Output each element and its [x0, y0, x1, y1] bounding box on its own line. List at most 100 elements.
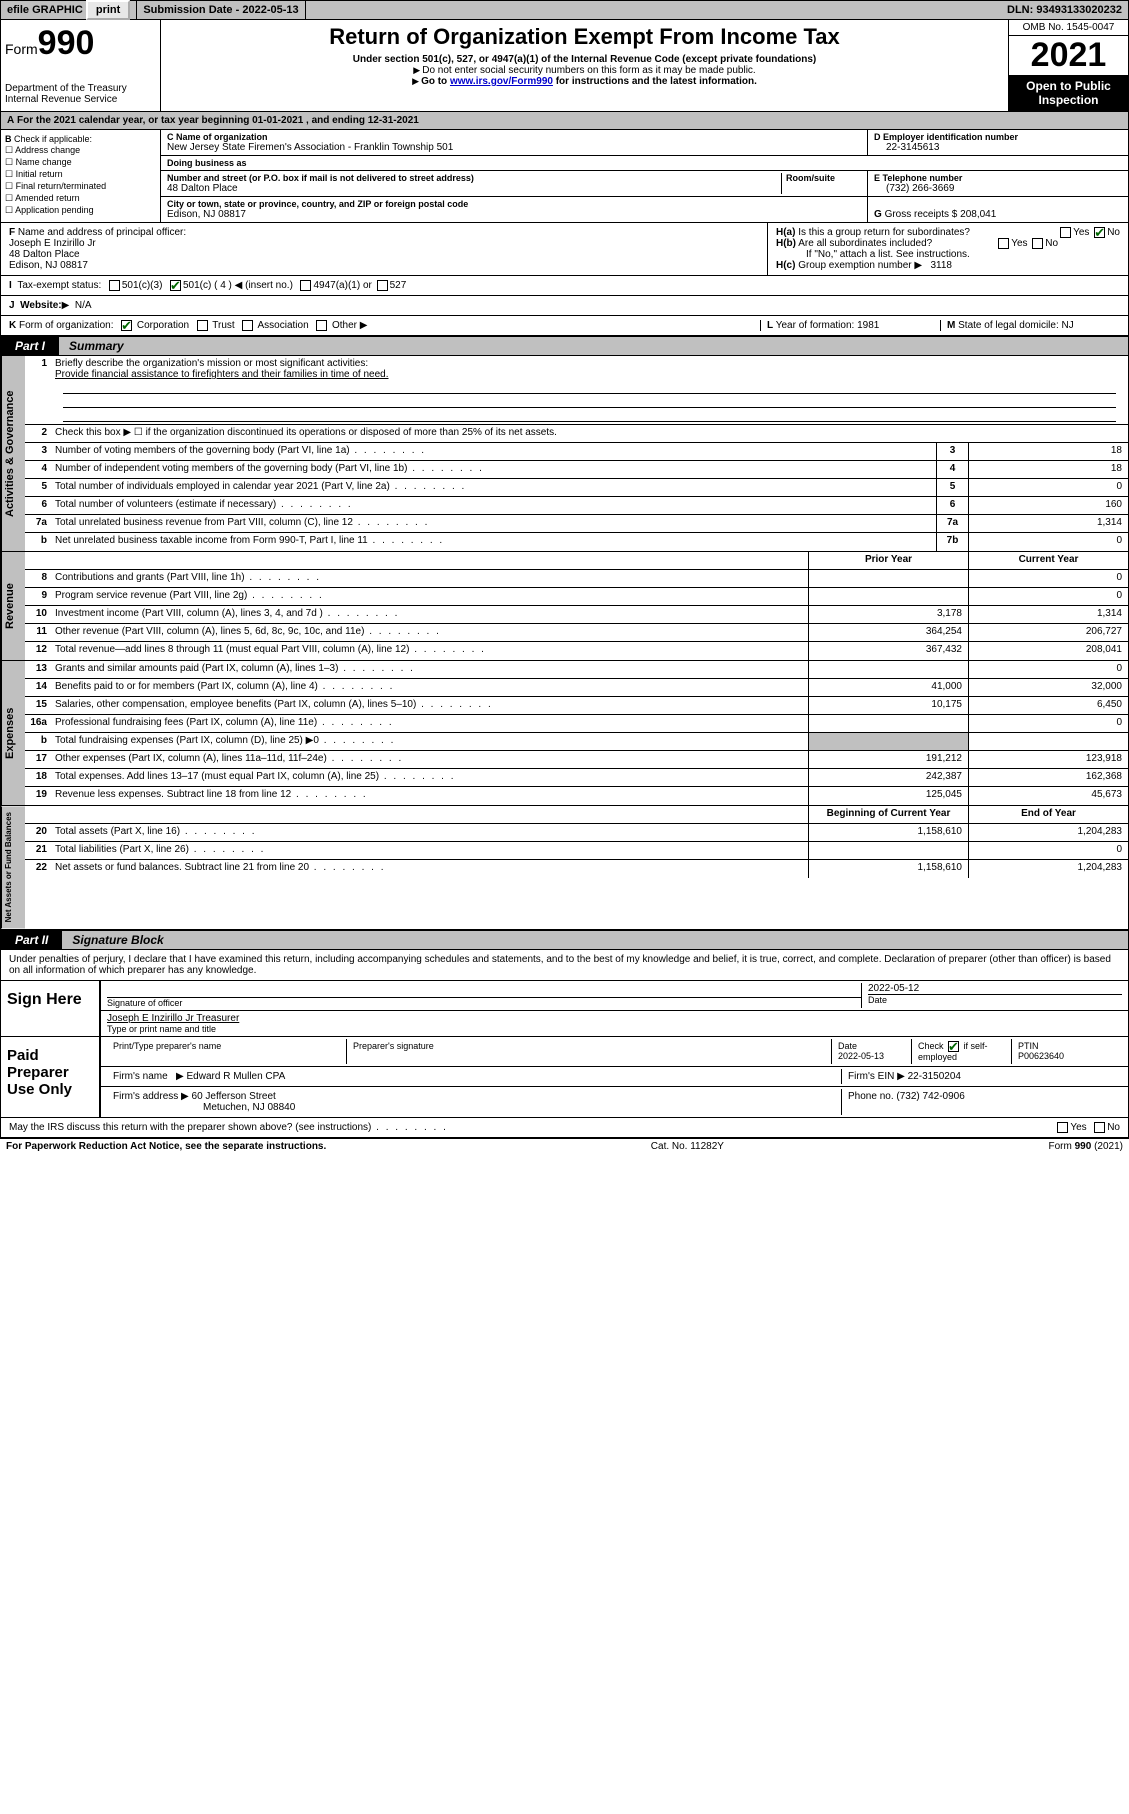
form-header: Form990 Department of the Treasury Inter…: [0, 20, 1129, 112]
chk-address-change[interactable]: ☐ Address change: [5, 145, 156, 156]
current-8: 0: [968, 570, 1128, 587]
chk-amended-return[interactable]: ☐ Amended return: [5, 193, 156, 204]
current-19: 45,673: [968, 787, 1128, 805]
chk-527[interactable]: [377, 280, 388, 291]
check-if-label: Check if applicable:: [14, 134, 92, 144]
chk-corp[interactable]: [121, 320, 132, 331]
tax-year: 2021: [1009, 36, 1128, 75]
gov-val-3: 18: [968, 443, 1128, 460]
chk-initial-return[interactable]: ☐ Initial return: [5, 169, 156, 180]
part-i-header: Part I Summary: [0, 337, 1129, 356]
prior-16a: [808, 715, 968, 732]
phone-value: (732) 266-3669: [874, 183, 1122, 194]
ein-value: 22-3145613: [874, 142, 1122, 153]
top-toolbar: efile GRAPHIC print Submission Date - 20…: [0, 0, 1129, 20]
officer-street: 48 Dalton Place: [9, 249, 80, 260]
group-exemption: 3118: [930, 260, 952, 271]
sign-here-block: Sign Here Signature of officer 2022-05-1…: [0, 981, 1129, 1037]
prior-13: [808, 661, 968, 678]
current-22: 1,204,283: [968, 860, 1128, 878]
current-15: 6,450: [968, 697, 1128, 714]
ha-yes[interactable]: [1060, 227, 1071, 238]
form-title: Return of Organization Exempt From Incom…: [169, 24, 1000, 50]
paid-preparer-block: Paid Preparer Use Only Print/Type prepar…: [0, 1037, 1129, 1118]
website-value: N/A: [75, 300, 92, 311]
vtab-revenue: Revenue: [1, 552, 25, 660]
chk-501c3[interactable]: [109, 280, 120, 291]
prior-15: 10,175: [808, 697, 968, 714]
officer-signature-name: Joseph E Inzirillo Jr Treasurer: [107, 1013, 1122, 1024]
open-inspection: Open to Public Inspection: [1009, 75, 1128, 111]
irs-label: Internal Revenue Service: [5, 94, 156, 105]
part-ii-header: Part II Signature Block: [0, 931, 1129, 950]
prior-9: [808, 588, 968, 605]
prior-21: [808, 842, 968, 859]
hb-no[interactable]: [1032, 238, 1043, 249]
chk-assoc[interactable]: [242, 320, 253, 331]
current-10: 1,314: [968, 606, 1128, 623]
form-subtitle: Under section 501(c), 527, or 4947(a)(1)…: [169, 54, 1000, 65]
current-20: 1,204,283: [968, 824, 1128, 841]
irs-link[interactable]: www.irs.gov/Form990: [450, 76, 553, 87]
gross-receipts: 208,041: [960, 209, 996, 220]
prior-22: 1,158,610: [808, 860, 968, 878]
chk-application-pending[interactable]: ☐ Application pending: [5, 205, 156, 216]
current-16a: 0: [968, 715, 1128, 732]
current-13: 0: [968, 661, 1128, 678]
submission-date: Submission Date - 2022-05-13: [137, 1, 305, 19]
gov-val-b: 0: [968, 533, 1128, 551]
officer-city: Edison, NJ 08817: [9, 260, 88, 271]
chk-name-change[interactable]: ☐ Name change: [5, 157, 156, 168]
state-domicile: NJ: [1062, 320, 1074, 331]
discuss-yes[interactable]: [1057, 1122, 1068, 1133]
col-begin-year: Beginning of Current Year: [808, 806, 968, 823]
q2-text: Check this box ▶ ☐ if the organization d…: [51, 425, 1128, 442]
chk-self-employed[interactable]: [948, 1041, 959, 1052]
tax-period: A For the 2021 calendar year, or tax yea…: [0, 112, 1129, 130]
prior-8: [808, 570, 968, 587]
prior-14: 41,000: [808, 679, 968, 696]
firm-phone: (732) 742-0906: [896, 1091, 964, 1102]
gov-val-6: 160: [968, 497, 1128, 514]
officer-name: Joseph E Inzirillo Jr: [9, 238, 96, 249]
vtab-expenses: Expenses: [1, 661, 25, 805]
dept-label: Department of the Treasury: [5, 83, 156, 94]
city-value: Edison, NJ 08817: [167, 209, 861, 220]
gov-val-5: 0: [968, 479, 1128, 496]
chk-501c[interactable]: [170, 280, 181, 291]
firm-addr2: Metuchen, NJ 08840: [113, 1102, 295, 1113]
sign-date: 2022-05-12: [868, 983, 1122, 994]
current-14: 32,000: [968, 679, 1128, 696]
prior-20: 1,158,610: [808, 824, 968, 841]
year-formation: 1981: [857, 320, 879, 331]
vtab-netassets: Net Assets or Fund Balances: [1, 806, 25, 928]
org-name: New Jersey State Firemen's Association -…: [167, 142, 861, 153]
col-prior-year: Prior Year: [808, 552, 968, 569]
page-footer: For Paperwork Reduction Act Notice, see …: [0, 1138, 1129, 1154]
prior-17: 191,212: [808, 751, 968, 768]
prior-b: [808, 733, 968, 750]
principal-officer-block: F Name and address of principal officer:…: [0, 223, 1129, 276]
form-note1: Do not enter social security numbers on …: [169, 65, 1000, 76]
chk-other[interactable]: [316, 320, 327, 331]
hb-yes[interactable]: [998, 238, 1009, 249]
chk-4947[interactable]: [300, 280, 311, 291]
col-end-year: End of Year: [968, 806, 1128, 823]
ha-no[interactable]: [1094, 227, 1105, 238]
discuss-no[interactable]: [1094, 1122, 1105, 1133]
dln: DLN: 93493133020232: [1001, 1, 1128, 19]
gov-val-7a: 1,314: [968, 515, 1128, 532]
chk-final-return[interactable]: ☐ Final return/terminated: [5, 181, 156, 192]
street-value: 48 Dalton Place: [167, 183, 781, 194]
prior-12: 367,432: [808, 642, 968, 660]
chk-trust[interactable]: [197, 320, 208, 331]
prior-10: 3,178: [808, 606, 968, 623]
gov-val-4: 18: [968, 461, 1128, 478]
print-button[interactable]: print: [86, 0, 130, 20]
current-18: 162,368: [968, 769, 1128, 786]
prior-18: 242,387: [808, 769, 968, 786]
ptin-value: P00623640: [1018, 1051, 1064, 1061]
current-17: 123,918: [968, 751, 1128, 768]
form-note2: Go to www.irs.gov/Form990 for instructio…: [169, 76, 1000, 87]
vtab-governance: Activities & Governance: [1, 356, 25, 551]
